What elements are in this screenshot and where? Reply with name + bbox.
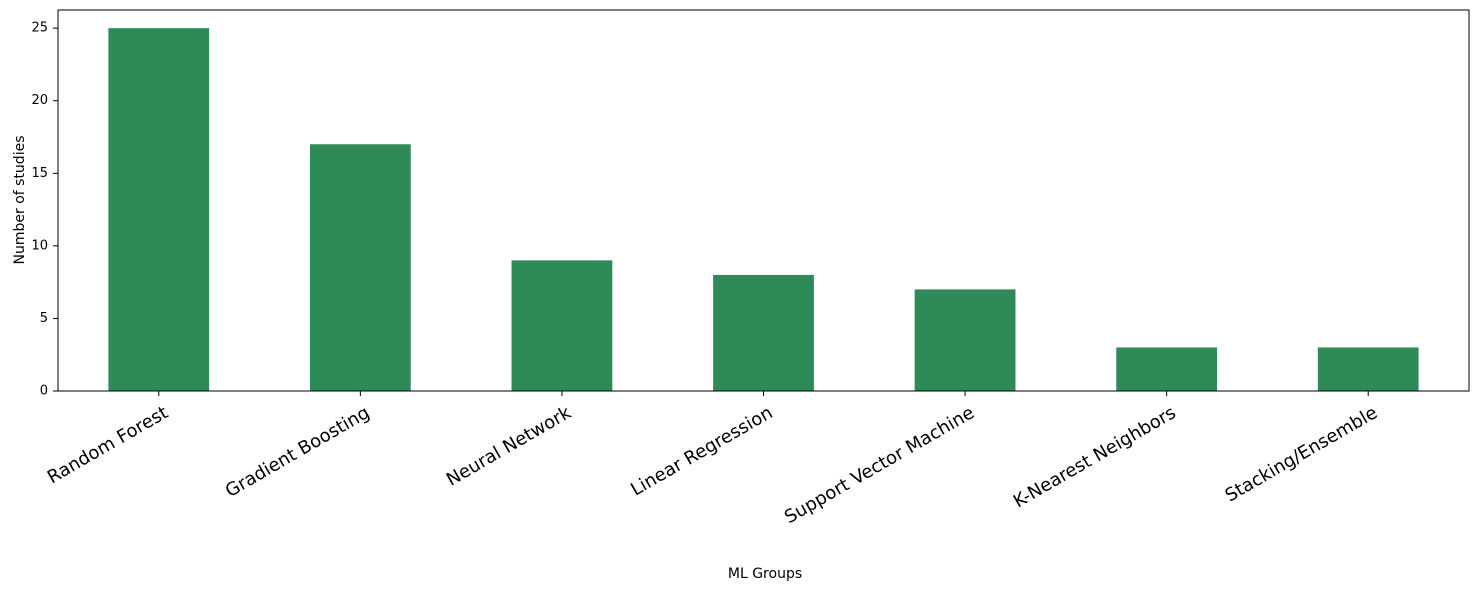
x-tick-label: Random Forest xyxy=(44,402,172,488)
bar xyxy=(309,144,411,391)
y-axis-label: Number of studies xyxy=(12,136,28,265)
x-tick-label: Support Vector Machine xyxy=(781,402,978,528)
bar xyxy=(511,260,613,391)
bar xyxy=(713,274,814,391)
bar xyxy=(914,289,1016,391)
bar xyxy=(108,28,210,392)
x-tick-label: Linear Regression xyxy=(627,402,776,500)
y-tick-label: 10 xyxy=(31,238,48,253)
y-tick-label: 15 xyxy=(31,166,48,181)
y-tick-label: 25 xyxy=(31,21,48,36)
y-tick-label: 0 xyxy=(40,384,48,399)
x-tick-label: Gradient Boosting xyxy=(222,402,373,502)
bar xyxy=(1116,347,1218,391)
x-tick-label: Neural Network xyxy=(443,402,575,491)
y-tick-label: 20 xyxy=(31,93,48,108)
y-tick-label: 5 xyxy=(40,311,48,326)
plot-frame xyxy=(57,9,1470,392)
x-tick-label: Stacking/Ensemble xyxy=(1222,402,1381,506)
bar xyxy=(1317,347,1419,391)
x-axis-label: ML Groups xyxy=(728,566,802,582)
x-tick-label: K-Nearest Neighbors xyxy=(1010,402,1180,512)
